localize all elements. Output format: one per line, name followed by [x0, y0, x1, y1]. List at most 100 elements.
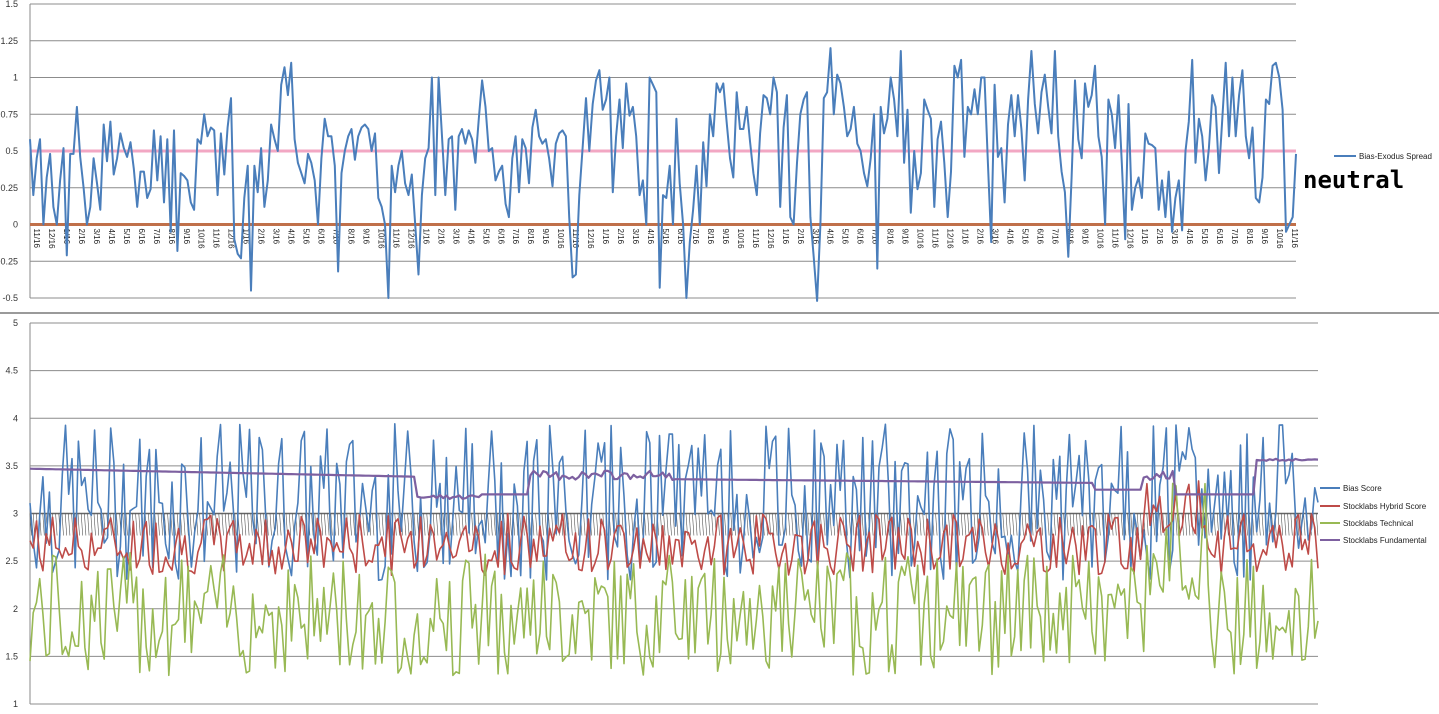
x-tick-mark	[509, 513, 512, 536]
x-tick-mark	[260, 513, 263, 536]
x-tick-label: 9/16	[182, 229, 191, 245]
x-tick-mark	[413, 513, 416, 536]
x-tick-mark	[269, 513, 272, 536]
x-tick-label: 6/16	[1215, 229, 1224, 245]
x-tick-mark	[125, 513, 128, 536]
x-tick-mark	[349, 513, 352, 536]
x-tick-mark	[404, 513, 407, 536]
y-tick-label: -0.25	[0, 256, 18, 266]
x-tick-label: 12/16	[227, 229, 236, 250]
x-tick-mark	[247, 513, 250, 536]
series-line-hybrid-score	[29, 480, 1319, 577]
x-tick-mark	[1130, 513, 1133, 536]
x-tick-mark	[519, 513, 522, 536]
x-tick-mark	[535, 513, 538, 536]
x-tick-mark	[471, 513, 474, 536]
x-tick-label: 5/16	[302, 229, 311, 245]
x-tick-mark	[1082, 513, 1085, 536]
x-tick-mark	[576, 513, 579, 536]
legend-label: Bias-Exodus Spread	[1359, 152, 1432, 161]
x-tick-mark	[919, 513, 922, 536]
x-tick-mark	[68, 513, 71, 536]
x-tick-label: 8/16	[526, 229, 535, 245]
x-tick-label: 6/16	[1035, 229, 1044, 245]
x-tick-mark	[1012, 513, 1015, 536]
x-tick-mark	[1005, 513, 1008, 536]
x-tick-mark	[836, 513, 839, 536]
x-tick-mark	[493, 513, 496, 536]
x-tick-mark	[320, 513, 323, 536]
x-tick-mark	[1184, 513, 1187, 536]
x-tick-label: 10/16	[916, 229, 925, 250]
x-tick-mark	[87, 513, 90, 536]
x-tick-mark	[1245, 513, 1248, 536]
x-tick-mark	[1258, 513, 1261, 536]
y-tick-label: 4	[13, 413, 18, 423]
x-tick-mark	[730, 513, 733, 536]
x-tick-mark	[324, 513, 327, 536]
y-tick-label: 0	[13, 220, 18, 230]
x-tick-mark	[279, 513, 282, 536]
x-tick-label: 6/16	[496, 229, 505, 245]
x-tick-label: 6/16	[317, 229, 326, 245]
x-tick-mark	[189, 513, 192, 536]
x-tick-mark	[1140, 513, 1143, 536]
x-tick-mark	[423, 513, 426, 536]
x-tick-mark	[212, 513, 215, 536]
series-line-bias-exodus-spread	[29, 47, 1297, 302]
x-tick-label: 7/16	[691, 229, 700, 245]
x-tick-label: 7/16	[152, 229, 161, 245]
x-tick-mark	[672, 513, 675, 536]
x-tick-mark	[647, 513, 650, 536]
x-tick-mark	[426, 513, 429, 536]
x-tick-mark	[666, 513, 669, 536]
x-tick-mark	[439, 513, 442, 536]
x-tick-label: 11/16	[1110, 229, 1119, 249]
x-tick-mark	[71, 513, 74, 536]
x-tick-mark	[288, 513, 291, 536]
x-tick-mark	[1303, 513, 1306, 536]
x-tick-mark	[1040, 513, 1043, 536]
x-tick-label: 3/16	[272, 229, 281, 245]
x-tick-mark	[1015, 513, 1018, 536]
x-tick-mark	[724, 513, 727, 536]
x-tick-mark	[64, 513, 67, 536]
x-tick-mark	[922, 513, 925, 536]
scores-chart: 5 4.5 4 3.5 3 2.5 2 1.5 1 Bias Score Stocklabs Hyb…	[5, 318, 1426, 709]
x-tick-mark	[711, 513, 714, 536]
x-tick-label: 5/16	[1200, 229, 1209, 245]
x-tick-label: 10/16	[556, 229, 565, 250]
x-tick-mark	[410, 513, 413, 536]
y-tick-label: 1	[13, 699, 18, 709]
x-tick-mark	[301, 513, 304, 536]
x-tick-mark	[1095, 513, 1098, 536]
x-tick-mark	[1287, 513, 1290, 536]
x-tick-mark	[669, 513, 672, 536]
x-tick-mark	[164, 513, 167, 536]
x-tick-label: 4/16	[826, 229, 835, 245]
x-tick-mark	[884, 513, 887, 536]
x-tick-label: 10/16	[1275, 229, 1284, 250]
x-tick-mark	[1146, 513, 1149, 536]
x-tick-label: 4/16	[107, 229, 116, 245]
x-tick-mark	[903, 513, 906, 536]
x-tick-mark	[570, 513, 573, 536]
x-tick-label: 5/16	[841, 229, 850, 245]
x-tick-mark	[381, 513, 384, 536]
x-tick-label: 6/16	[676, 229, 685, 245]
x-tick-mark	[640, 513, 643, 536]
x-tick-mark	[1021, 513, 1024, 536]
x-tick-label: 3/16	[92, 229, 101, 245]
legend-label: Bias Score	[1343, 484, 1382, 493]
spread-chart: 1.5 1.25 1 0.75 0.5 0.25 0 -0.25 -0.5 11/16 12/16 1…	[0, 0, 1432, 303]
x-tick-mark	[148, 513, 151, 536]
x-tick-label: 11/16	[1290, 229, 1299, 249]
x-tick-label: 1/16	[1140, 229, 1149, 245]
x-tick-label: 1/16	[781, 229, 790, 245]
x-tick-label: 1/16	[242, 229, 251, 245]
x-tick-label: 11/16	[571, 229, 580, 249]
x-tick-mark	[42, 513, 45, 536]
x-tick-mark	[80, 513, 83, 536]
x-tick-mark	[698, 513, 701, 536]
x-tick-label: 5/16	[481, 229, 490, 245]
